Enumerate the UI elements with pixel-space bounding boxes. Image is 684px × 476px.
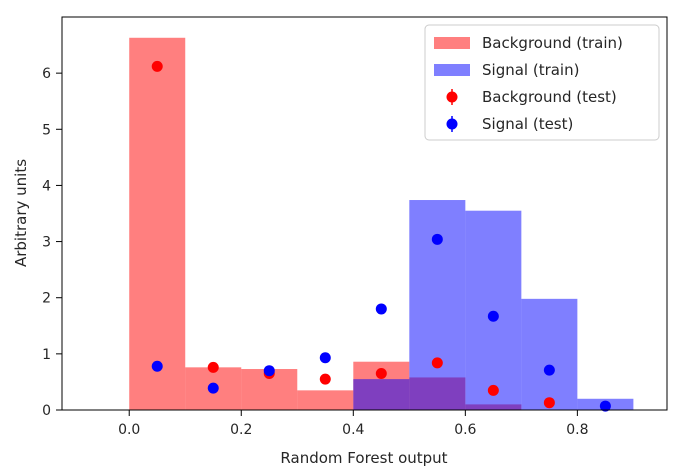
legend-marker-signal-test	[446, 118, 458, 130]
test-point-signal-7	[543, 364, 555, 376]
x-tick-label: 0.0	[118, 422, 140, 438]
legend: Background (train) Signal (train) Backgrou…	[424, 24, 660, 141]
plot-frame	[61, 16, 668, 411]
axes	[61, 16, 668, 411]
x-axis-ticks: 0.0 0.2 0.4 0.6 0.8	[118, 410, 589, 438]
test-points	[151, 60, 611, 412]
test-point-signal-6	[487, 310, 499, 322]
test-point-signal-1	[207, 382, 219, 394]
test-point-background-1	[207, 361, 219, 373]
legend-swatch-signal-train	[434, 64, 470, 76]
test-point-background-5	[431, 357, 443, 369]
x-tick-label: 0.4	[342, 422, 364, 438]
legend-swatch-background-train	[434, 37, 470, 49]
y-tick-label: 6	[42, 66, 51, 82]
test-point-signal-5	[431, 233, 443, 245]
y-tick-label: 4	[42, 178, 51, 194]
test-point-signal-8	[599, 400, 611, 412]
y-axis-label: Arbitrary units	[12, 159, 30, 267]
legend-label-background-train: Background (train)	[482, 34, 623, 52]
test-point-background-4	[375, 368, 387, 380]
legend-label-background-test: Background (test)	[482, 88, 617, 106]
test-point-signal-3	[319, 352, 331, 364]
y-tick-label: 2	[42, 291, 51, 307]
test-point-signal-2	[263, 365, 275, 377]
hist-bar-signal-5	[409, 200, 466, 410]
legend-label-signal-test: Signal (test)	[482, 115, 573, 133]
test-point-background-6	[487, 384, 499, 396]
x-tick-label: 0.8	[566, 422, 588, 438]
x-axis-label: Random Forest output	[280, 449, 447, 467]
legend-label-signal-train: Signal (train)	[482, 61, 579, 79]
hist-bar-signal-6	[465, 210, 522, 410]
test-point-signal-0	[151, 360, 163, 372]
legend-box	[424, 24, 660, 141]
hist-bar-signal-4	[353, 379, 410, 410]
x-tick-label: 0.2	[230, 422, 252, 438]
test-point-background-0	[151, 60, 163, 72]
test-point-background-7	[543, 397, 555, 409]
hist-bar-background-0	[129, 37, 186, 410]
y-tick-label: 0	[42, 403, 51, 419]
test-point-background-3	[319, 373, 331, 385]
histogram-bars	[129, 37, 634, 410]
x-tick-label: 0.6	[454, 422, 476, 438]
y-tick-label: 5	[42, 122, 51, 138]
legend-marker-background-test	[446, 91, 458, 103]
y-tick-label: 3	[42, 235, 51, 251]
test-point-signal-4	[375, 303, 387, 315]
hist-bar-background-3	[297, 390, 354, 410]
y-tick-label: 1	[42, 347, 51, 363]
y-axis-ticks: 0 1 2 3 4 5 6	[42, 66, 62, 419]
hist-bar-signal-7	[521, 298, 578, 410]
